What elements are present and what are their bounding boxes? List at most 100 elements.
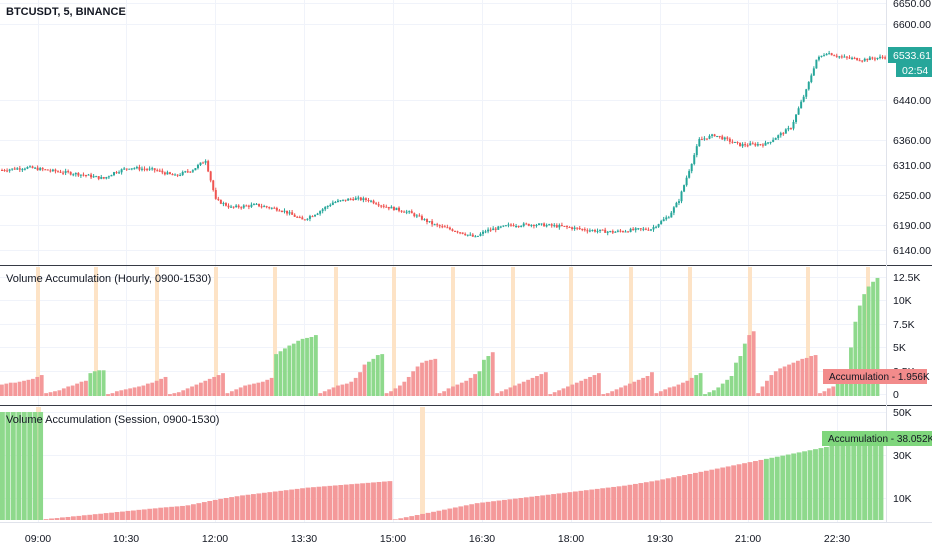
session-volume-bar [622, 485, 627, 520]
hourly-volume-bar [159, 378, 164, 396]
candle-body [522, 223, 525, 226]
candle-body [64, 171, 67, 173]
hourly-volume-bar [548, 394, 553, 396]
candle-body [13, 168, 16, 170]
candle-body [558, 225, 561, 228]
price-axis[interactable]: 6650.00 6600.00 6440.00 6360.00 6310.00 … [893, 0, 931, 257]
candle-body [319, 211, 322, 214]
candle-body [754, 143, 757, 146]
candle-body [520, 225, 523, 227]
hourly-volume-bar [318, 393, 323, 396]
candle-body [787, 128, 790, 130]
candle-body [606, 231, 609, 233]
candle-body [252, 204, 255, 206]
session-volume-bar [343, 484, 349, 520]
session-pane-title[interactable]: Volume Accumulation (Session, 0900-1530) [6, 414, 219, 426]
hourly-volume-bar [411, 371, 416, 396]
candle-body [736, 141, 739, 143]
session-volume-bar [158, 507, 164, 520]
hourly-pane-title[interactable]: Volume Accumulation (Hourly, 0900-1530) [6, 273, 211, 285]
candle-body [619, 230, 622, 232]
candle-body [644, 228, 647, 230]
time-axis[interactable]: 09:00 10:30 12:00 13:30 15:00 16:30 18:0… [25, 533, 850, 545]
candle-body [324, 206, 327, 210]
candle-body [112, 172, 115, 176]
session-volume-bar [873, 437, 878, 520]
candle-body [825, 53, 828, 56]
candle-body [647, 229, 650, 231]
session-volume-bar [507, 499, 513, 520]
session-volume-bar [796, 452, 802, 520]
candle-body [161, 170, 164, 173]
hourly-volume-bar [773, 371, 778, 396]
hourly-volume-bar [464, 380, 469, 396]
candle-body [535, 224, 538, 227]
candle-body [548, 224, 551, 226]
candle-body [563, 225, 566, 227]
candle-body [255, 203, 258, 205]
session-volume-bar [65, 516, 71, 520]
hourly-volume-bar [707, 392, 712, 396]
candle-body [670, 212, 673, 218]
session-volume-bar [70, 516, 76, 520]
hourly-volume-bar [477, 371, 482, 396]
hourly-volume-bar [79, 381, 84, 396]
session-volume-bar [589, 489, 595, 520]
session-volume-bar [529, 496, 535, 520]
hourly-volume-bar [619, 387, 623, 396]
session-axis-tick: 30K [893, 450, 912, 462]
candle-body [665, 217, 668, 220]
candle-body [772, 139, 775, 142]
hourly-volume-bar [552, 392, 557, 396]
candle-body [703, 138, 706, 140]
hourly-volume-bar [141, 385, 146, 396]
session-volume-bar [632, 483, 638, 520]
candle-body [375, 203, 378, 205]
candle-body [194, 168, 197, 171]
hourly-volume-bar [681, 382, 685, 396]
hourly-volume-bar [694, 375, 699, 396]
hourly-volume-bar [698, 373, 703, 396]
symbol-header[interactable]: BTCUSDT, 5, BINANCE [6, 6, 126, 18]
hourly-volume-bar [274, 354, 278, 396]
session-pane-axis[interactable]: 50K 30K 10K [893, 407, 912, 505]
hourly-volume-bar [30, 378, 35, 396]
candle-body [125, 168, 128, 170]
hourly-volume-bar [535, 376, 539, 396]
hourly-volume-bar [716, 387, 721, 396]
hourly-volume-bar [252, 383, 256, 396]
session-volume-bar [845, 442, 851, 520]
hourly-volume-bar [813, 355, 818, 396]
candle-body [140, 168, 143, 170]
hourly-marker [688, 267, 692, 396]
candle-body [744, 144, 747, 146]
candle-body [403, 211, 406, 213]
candle-body [151, 168, 154, 170]
hourly-volume-bar [738, 356, 743, 396]
session-volume-bar [687, 473, 693, 520]
candle-body [166, 172, 169, 175]
candle-body [354, 198, 357, 200]
candle-body [174, 174, 177, 176]
hourly-volume-bar [110, 393, 115, 396]
session-volume-bar [818, 448, 824, 520]
session-volume-bar [245, 494, 251, 520]
hourly-volume-bar [269, 377, 274, 396]
candle-body [79, 174, 82, 176]
hourly-volume-bar [495, 393, 500, 396]
session-volume-bar [32, 412, 38, 520]
hourly-volume-bar [44, 393, 49, 396]
hourly-volume-bar [760, 386, 765, 396]
hourly-volume-bar [13, 382, 18, 396]
hourly-volume-bar [415, 366, 420, 396]
candle-body [690, 163, 693, 172]
candle-body [39, 168, 42, 171]
session-volume-bar [600, 488, 606, 520]
hourly-volume-bar [313, 335, 318, 396]
candle-body [675, 202, 678, 208]
candle-body [156, 170, 159, 172]
session-volume-bar [583, 490, 589, 520]
hourly-volume-bar [132, 387, 137, 396]
candle-body [130, 168, 133, 170]
